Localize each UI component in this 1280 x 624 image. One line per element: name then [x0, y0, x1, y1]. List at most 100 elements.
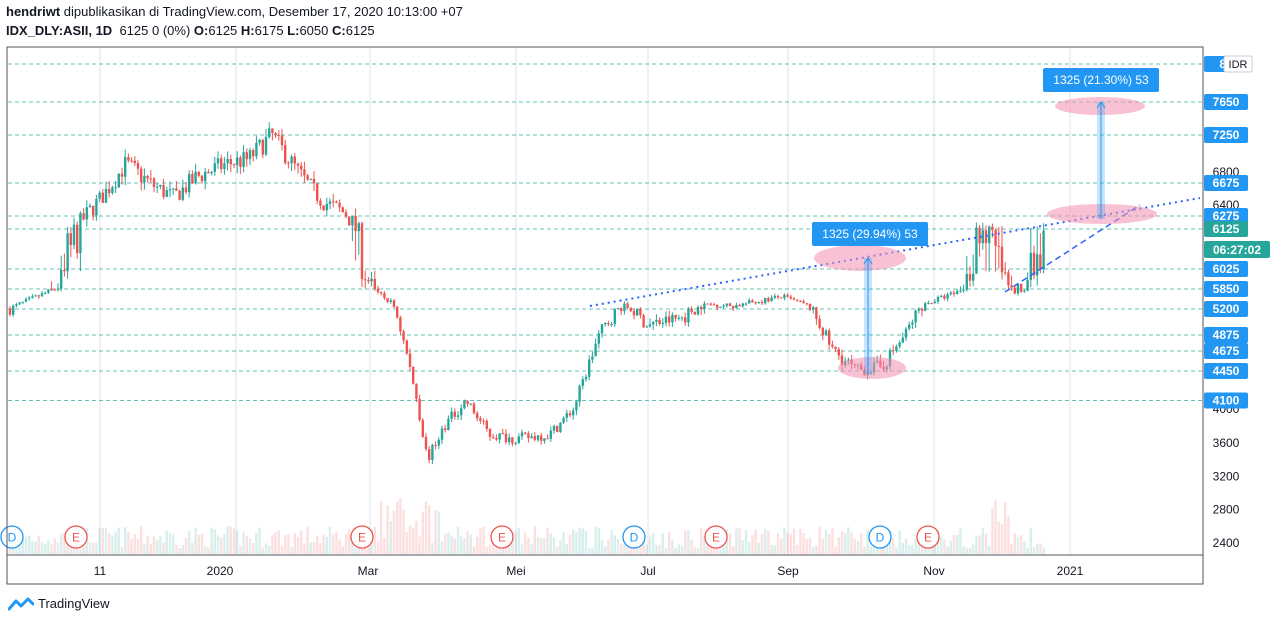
volume-bar: [124, 527, 127, 554]
time-tick-label: Sep: [777, 564, 799, 578]
volume-bar: [197, 534, 200, 554]
candle-body: [904, 328, 908, 338]
volume-bar: [773, 545, 776, 554]
earnings-marker: E: [64, 525, 88, 549]
price-axis[interactable]: 2400280032003600400064006800807650725066…: [1204, 56, 1270, 550]
candle-body: [1000, 246, 1004, 273]
level-price-tag: 4450: [1204, 363, 1248, 379]
candle-body: [949, 292, 952, 295]
tradingview-logo[interactable]: TradingView: [8, 596, 110, 611]
volume-bar: [959, 528, 962, 554]
measure-label-bg: [812, 222, 928, 246]
candle-body: [469, 403, 472, 405]
volume-bar: [405, 532, 408, 554]
candle-body: [780, 297, 783, 299]
candle-body: [348, 216, 351, 226]
volume-bar: [808, 537, 812, 554]
volume-bar: [815, 545, 818, 554]
volume-bar: [780, 538, 783, 554]
volume-bar: [207, 547, 210, 554]
volume-bar: [95, 542, 98, 554]
volume-bar: [581, 528, 584, 554]
candle-body: [104, 189, 108, 203]
volume-bar: [268, 545, 271, 554]
candle-body: [952, 292, 956, 295]
volume-bar: [1026, 547, 1029, 554]
candle-body: [492, 436, 495, 438]
candle-body: [447, 418, 450, 431]
candle-body: [386, 297, 389, 302]
candle-body: [191, 174, 194, 184]
volume-bar: [575, 531, 578, 554]
candle-body: [380, 291, 383, 294]
candle-body: [789, 296, 792, 299]
volume-bar: [255, 532, 258, 554]
candle-body: [524, 432, 527, 434]
candle-body: [636, 308, 639, 316]
symbol-label: IDX_DLY:ASII, 1D: [6, 23, 113, 38]
candle-body: [28, 297, 31, 300]
candle-body: [184, 187, 188, 193]
volume-bar: [914, 539, 917, 554]
volume-bar: [965, 547, 968, 554]
volume-bar: [328, 526, 332, 554]
volume-bar: [181, 545, 184, 554]
volume-bar: [869, 546, 872, 554]
candle-body: [453, 411, 456, 417]
volume-bar: [178, 547, 181, 554]
volume-bar: [559, 540, 562, 554]
volume-bar: [517, 527, 520, 554]
drawings: 1325 (29.94%) 53 1325 (21.30%) 53: [589, 68, 1201, 379]
candle-body: [463, 400, 466, 409]
candle-body: [450, 411, 453, 419]
candle-body: [840, 355, 844, 366]
volume-bar: [834, 546, 837, 554]
candle-body: [629, 307, 632, 311]
candle-body: [1032, 252, 1036, 276]
volume-bar: [648, 536, 652, 554]
volume-bar: [703, 535, 706, 554]
candle-body: [908, 324, 911, 329]
candle-body: [146, 175, 149, 179]
candle-body: [216, 158, 220, 164]
volume-bar: [562, 532, 565, 554]
candle-body: [341, 207, 344, 213]
currency-text: IDR: [1229, 59, 1248, 71]
candle-body: [943, 295, 946, 299]
candle-body: [1036, 254, 1039, 276]
volume-bar: [111, 535, 114, 554]
volume-bar: [533, 526, 536, 554]
candle-body: [639, 308, 642, 316]
candle-body: [338, 202, 341, 208]
volume-bar: [60, 534, 63, 554]
candle-body: [194, 171, 197, 184]
candle-body: [972, 273, 975, 281]
candle-body: [837, 349, 840, 356]
candle-body: [98, 192, 101, 199]
close-label: C:: [332, 23, 346, 38]
candle-body: [594, 343, 597, 357]
volume-bar: [1032, 546, 1036, 554]
target-ellipse: [838, 357, 906, 379]
volume-bar: [594, 527, 597, 554]
volume-bar: [469, 534, 472, 554]
open-value: 6125: [208, 23, 238, 38]
volume-bar: [719, 547, 722, 554]
candle-body: [575, 401, 578, 411]
volume-bar: [748, 542, 751, 554]
low-value: 6050: [299, 23, 329, 38]
volume-bar: [607, 539, 610, 554]
candle-body: [725, 303, 728, 306]
volume-bar: [760, 533, 764, 554]
candle-body: [831, 344, 834, 347]
candle-body: [63, 269, 66, 272]
candle-body: [728, 303, 732, 307]
candle-body: [322, 205, 325, 211]
volume-bar: [991, 508, 994, 554]
candle-body: [536, 435, 540, 440]
volume-bar: [799, 528, 802, 554]
volume-bar: [847, 527, 850, 554]
time-tick-label: 2020: [207, 564, 234, 578]
candle-body: [690, 308, 693, 312]
